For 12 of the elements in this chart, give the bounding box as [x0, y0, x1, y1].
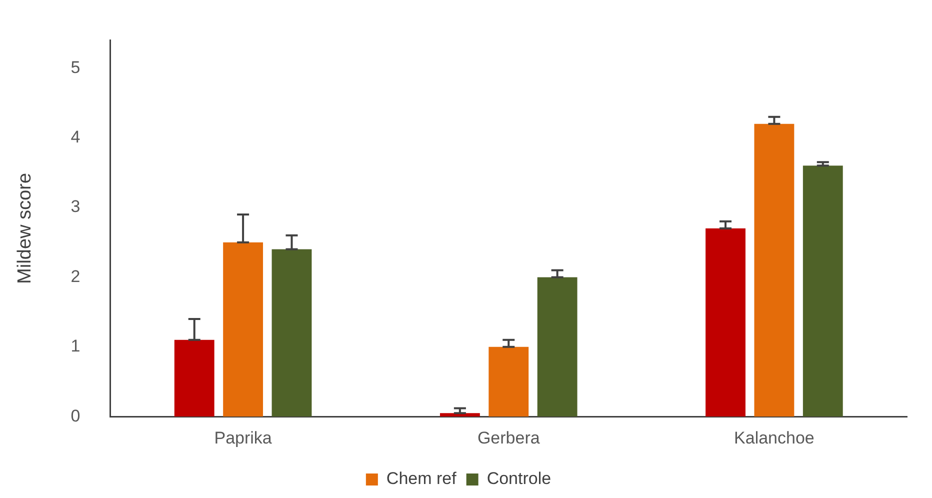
y-tick-label: 5 [70, 58, 80, 77]
y-tick-label: 2 [70, 266, 80, 286]
y-tick-label: 1 [70, 336, 80, 356]
y-tick-label: 0 [70, 406, 80, 426]
y-tick-label: 3 [70, 197, 80, 216]
legend-label: Controle [486, 469, 552, 488]
x-tick-label: Kalanchoe [734, 428, 814, 448]
y-axis-title: Mildew score [14, 172, 36, 284]
legend-label: Chem ref [386, 469, 457, 488]
x-tick-label: Paprika [214, 428, 272, 448]
x-tick-label: Gerbera [477, 428, 540, 448]
y-tick-label: 4 [70, 127, 80, 146]
